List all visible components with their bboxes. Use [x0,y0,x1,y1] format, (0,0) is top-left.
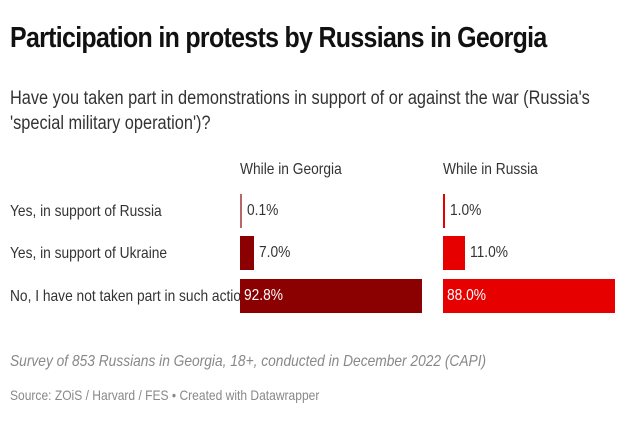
row-label: No, I have not taken part in such action… [10,288,256,305]
data-label: 0.1% [246,202,278,219]
data-label: 92.8% [244,287,284,304]
bar [240,194,242,228]
row-label: Yes, in support of Ukraine [10,245,168,262]
chart-subtitle: Have you taken part in demonstrations in… [10,88,590,134]
column-header-russia: While in Russia [443,161,538,178]
data-label: 1.0% [449,202,482,219]
row-label: Yes, in support of Russia [10,203,162,220]
bar [443,236,465,270]
bar [240,236,254,270]
bar [443,194,445,228]
data-label: 88.0% [447,287,487,304]
data-label: 7.0% [258,244,291,261]
bar [240,279,422,313]
column-header-georgia: While in Georgia [240,161,342,178]
chart-notes: Survey of 853 Russians in Georgia, 18+, … [10,353,487,370]
chart-title: Participation in protests by Russians in… [10,22,547,54]
data-label: 11.0% [469,244,508,261]
chart-source: Source: ZOiS / Harvard / FES • Created w… [10,387,320,403]
bar [443,279,616,313]
